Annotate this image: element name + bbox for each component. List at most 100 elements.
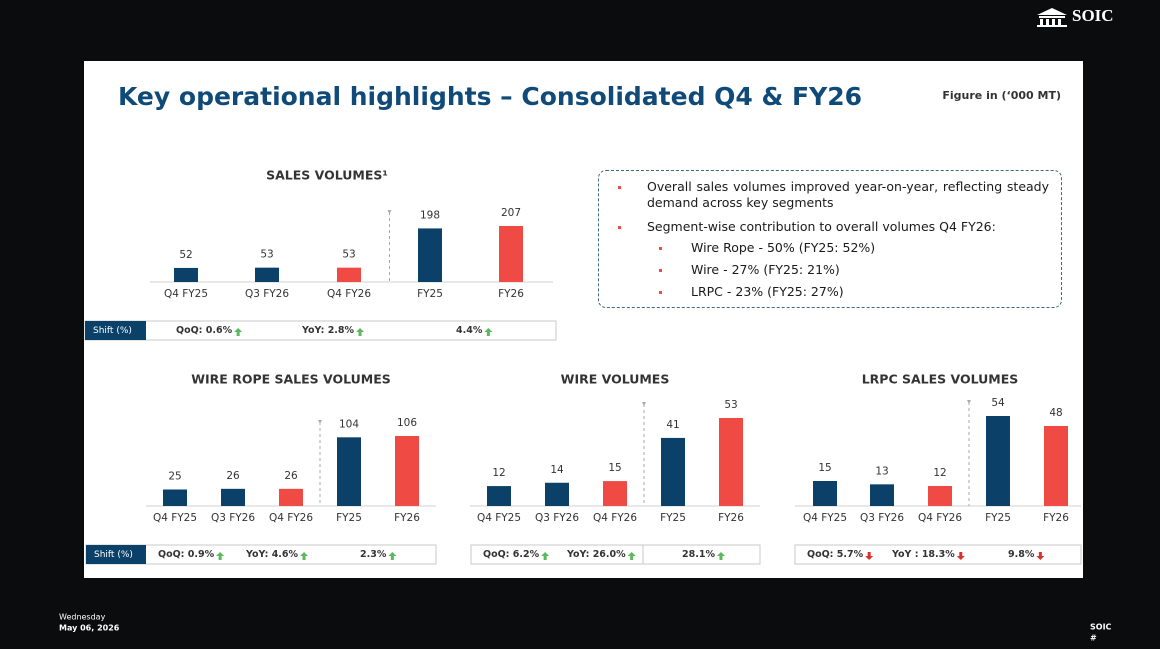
bar (279, 488, 303, 506)
shift-label-cell (85, 321, 146, 340)
separator-cap (387, 210, 392, 214)
x-tick-label: FY26 (498, 288, 524, 300)
bar (418, 228, 442, 282)
bar (661, 437, 685, 506)
x-tick-label: FY26 (1043, 512, 1069, 524)
trend-arrow (1036, 552, 1045, 560)
bar (221, 488, 245, 506)
value-label: 12 (933, 467, 946, 479)
footer-day: Wednesday (59, 613, 106, 622)
value-label: 15 (818, 462, 831, 474)
value-label: 12 (492, 467, 505, 479)
trend-arrow (484, 328, 493, 336)
x-tick-label: Q4 FY26 (593, 512, 637, 524)
shift-label: Shift (%) (94, 550, 133, 560)
value-label: 52 (179, 249, 192, 261)
chart-title: WIRE ROPE SALES VOLUMES (191, 372, 391, 387)
shift-row (794, 544, 1082, 565)
shift-item: 9.8% (1008, 549, 1035, 560)
value-label: 15 (608, 462, 621, 474)
x-tick-label: Q4 FY26 (918, 512, 962, 524)
shift-row (470, 544, 761, 565)
value-label: 48 (1049, 407, 1062, 419)
bar (174, 267, 198, 282)
bar (499, 226, 523, 282)
chart-title: SALES VOLUMES¹ (266, 168, 388, 183)
bar (813, 481, 837, 506)
shift-label-cell (86, 545, 146, 564)
x-tick-label: FY25 (336, 512, 362, 524)
x-tick-label: Q3 FY26 (535, 512, 579, 524)
highlight: Segment-wise contribution to overall vol… (618, 219, 1049, 235)
highlights-box: Overall sales volumes improved year-on-y… (598, 170, 1062, 308)
shift-item: 28.1% (682, 549, 715, 560)
bar (1044, 426, 1068, 506)
value-label: 106 (397, 417, 417, 429)
x-tick-label: Q4 FY25 (803, 512, 847, 524)
value-label: 14 (550, 464, 564, 476)
trend-arrow (716, 552, 725, 560)
bar (870, 484, 894, 506)
unit-note: Figure in (‘000 MT) (942, 89, 1061, 102)
bar (719, 418, 743, 506)
x-tick-label: FY25 (417, 288, 443, 300)
x-tick-label: Q4 FY25 (477, 512, 521, 524)
value-label: 104 (339, 418, 359, 430)
value-label: 25 (168, 470, 181, 482)
trend-arrow (388, 552, 397, 560)
separator-cap (967, 400, 971, 404)
highlight-sub: LRPC - 23% (FY25: 27%) (659, 284, 844, 299)
x-tick-label: Q4 FY25 (153, 512, 197, 524)
bar (255, 267, 279, 282)
logo: SOIC (1037, 6, 1114, 27)
highlight: Overall sales volumes improved year-on-y… (618, 179, 1049, 210)
value-label: 53 (724, 399, 737, 411)
bar (603, 481, 627, 506)
footer-page: # (1090, 634, 1097, 643)
x-tick-label: Q3 FY26 (860, 512, 904, 524)
bar (395, 436, 419, 506)
shift-item: YoY: 2.8% (301, 325, 355, 336)
value-label: 198 (420, 209, 440, 221)
value-label: 41 (666, 419, 679, 431)
trend-arrow (300, 552, 309, 560)
value-label: 53 (260, 249, 273, 261)
value-label: 207 (501, 207, 521, 219)
bar (986, 416, 1010, 506)
trend-arrow (356, 328, 365, 336)
bar (337, 437, 361, 506)
shift-item: 4.4% (456, 325, 483, 336)
separator-cap (642, 402, 646, 406)
chart-title: WIRE VOLUMES (561, 372, 670, 387)
shift-item: YoY : 18.3% (891, 549, 955, 560)
slide-title: Key operational highlights – Consolidate… (118, 82, 862, 111)
bar (487, 486, 511, 506)
separator-cap (318, 420, 322, 424)
shift-item: YoY: 4.6% (245, 549, 299, 560)
trend-arrow (865, 552, 874, 560)
shift-item: 2.3% (360, 549, 387, 560)
trend-arrow (216, 552, 225, 560)
x-tick-label: Q3 FY26 (245, 288, 289, 300)
chart-title: LRPC SALES VOLUMES (862, 372, 1019, 387)
shift-item: YoY: 26.0% (566, 549, 626, 560)
trend-arrow (541, 552, 550, 560)
x-tick-label: FY25 (660, 512, 686, 524)
footer-brand: SOIC (1090, 623, 1112, 632)
shift-item: QoQ: 5.7% (807, 549, 864, 560)
bar (545, 482, 569, 506)
value-label: 13 (875, 465, 888, 477)
highlight-sub: Wire - 27% (FY25: 21%) (659, 262, 840, 277)
value-label: 26 (226, 470, 240, 482)
x-tick-label: Q4 FY25 (164, 288, 208, 300)
bar (928, 486, 952, 506)
shift-item: QoQ: 0.9% (158, 549, 215, 560)
trend-arrow (956, 552, 965, 560)
value-label: 26 (284, 470, 298, 482)
bar (163, 489, 187, 506)
shift-item: QoQ: 6.2% (483, 549, 540, 560)
shift-label: Shift (%) (93, 326, 132, 336)
trend-arrow (234, 328, 243, 336)
